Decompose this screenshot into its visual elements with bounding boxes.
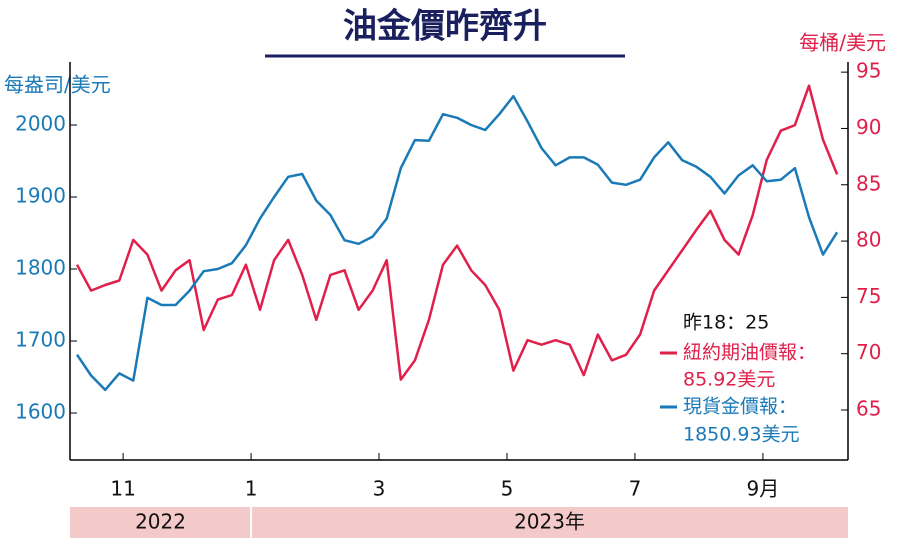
legend-label: 現貨金價報： — [683, 396, 797, 418]
y2-tick-label: 65 — [856, 396, 881, 420]
y2-axis-title: 每桶/美元 — [799, 31, 886, 55]
y2-tick-label: 90 — [856, 115, 881, 139]
y-tick-label: 1800 — [15, 255, 66, 279]
y2-tick-label: 70 — [856, 340, 881, 364]
series-line — [75, 84, 839, 381]
x-tick-label: 1 — [245, 477, 258, 501]
year-band-label: 2022 — [135, 510, 186, 534]
y2-tick-label: 85 — [856, 171, 881, 195]
x-tick-label: 11 — [110, 477, 135, 501]
chart-title: 油金價昨齊升 — [343, 7, 547, 47]
y-tick-label: 2000 — [15, 111, 66, 135]
x-tick-label: 7 — [629, 477, 642, 501]
y2-tick-label: 75 — [856, 284, 881, 308]
y-tick-label: 1700 — [15, 327, 66, 351]
year-band — [251, 507, 848, 538]
annotation: 85.92美元 — [683, 369, 775, 391]
y-tick-label: 1900 — [15, 183, 66, 207]
y-axis-title: 每盎司/美元 — [4, 73, 111, 97]
y2-tick-label: 80 — [856, 228, 881, 252]
x-tick-label: 3 — [373, 477, 386, 501]
x-tick-label: 5 — [501, 477, 514, 501]
year-band — [70, 507, 252, 538]
year-band-label: 2023年 — [514, 510, 585, 534]
x-tick-label: 9月 — [747, 477, 780, 501]
y2-tick-label: 95 — [856, 59, 881, 83]
legend-label: 紐約期油價報： — [683, 342, 816, 364]
y-tick-label: 1600 — [15, 399, 66, 423]
annotation: 昨18：25 — [683, 312, 769, 334]
series-line — [75, 94, 839, 392]
annotation: 1850.93美元 — [683, 424, 800, 446]
